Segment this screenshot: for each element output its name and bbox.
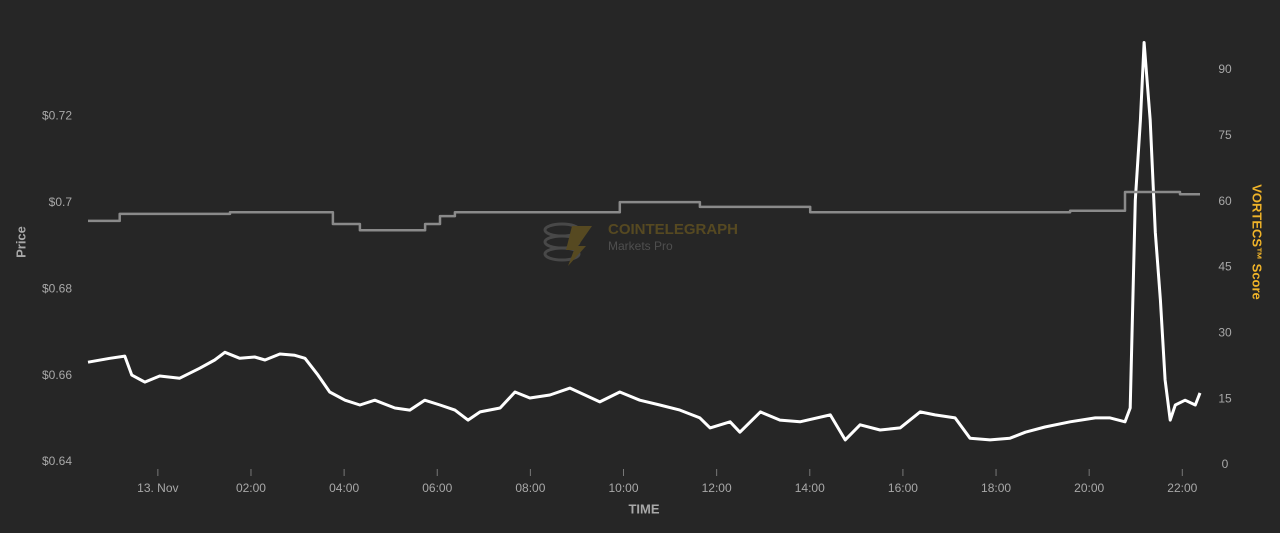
y-tick-label: $0.68: [42, 281, 72, 295]
watermark-icon: [543, 222, 581, 238]
y2-tick-label: 75: [1218, 128, 1232, 142]
y2-tick-label: 90: [1218, 62, 1232, 76]
x-tick-label: 18:00: [981, 481, 1011, 495]
x-tick-label: 06:00: [422, 481, 452, 495]
watermark-title: COINTELEGRAPH: [608, 221, 738, 238]
y2-tick-label: 60: [1218, 194, 1232, 208]
series-line: [87, 41, 1202, 442]
y2-tick-label: 15: [1218, 391, 1232, 405]
y-axis-title: Price: [13, 226, 28, 258]
y-tick-label: $0.66: [42, 368, 72, 382]
x-tick-label: 08:00: [515, 481, 545, 495]
series-line: [88, 190, 1200, 232]
x-tick-label: 22:00: [1167, 481, 1197, 495]
x-tick-label: 13. Nov: [137, 481, 178, 495]
y2-tick-label: 30: [1218, 325, 1232, 339]
y2-axis-title: VORTECS™ Score: [1250, 184, 1265, 300]
watermark-icon: [543, 234, 581, 250]
x-tick-label: 12:00: [702, 481, 732, 495]
watermark-bolt: [566, 226, 592, 266]
x-tick-label: 16:00: [888, 481, 918, 495]
watermark: COINTELEGRAPH Markets Pro: [543, 221, 738, 266]
y-tick-label: $0.64: [42, 454, 72, 468]
y-tick-label: $0.7: [49, 195, 73, 209]
watermark-subtitle: Markets Pro: [608, 239, 673, 253]
y2-tick-label: 45: [1218, 260, 1232, 274]
x-tick-label: 20:00: [1074, 481, 1104, 495]
x-tick-label: 14:00: [795, 481, 825, 495]
y-tick-label: $0.72: [42, 109, 72, 123]
y2-tick-label: 0: [1222, 457, 1229, 471]
x-tick-label: 04:00: [329, 481, 359, 495]
x-axis-title: TIME: [628, 501, 659, 516]
x-tick-label: 02:00: [236, 481, 266, 495]
watermark-icon: [543, 246, 581, 262]
x-tick-label: 10:00: [608, 481, 638, 495]
